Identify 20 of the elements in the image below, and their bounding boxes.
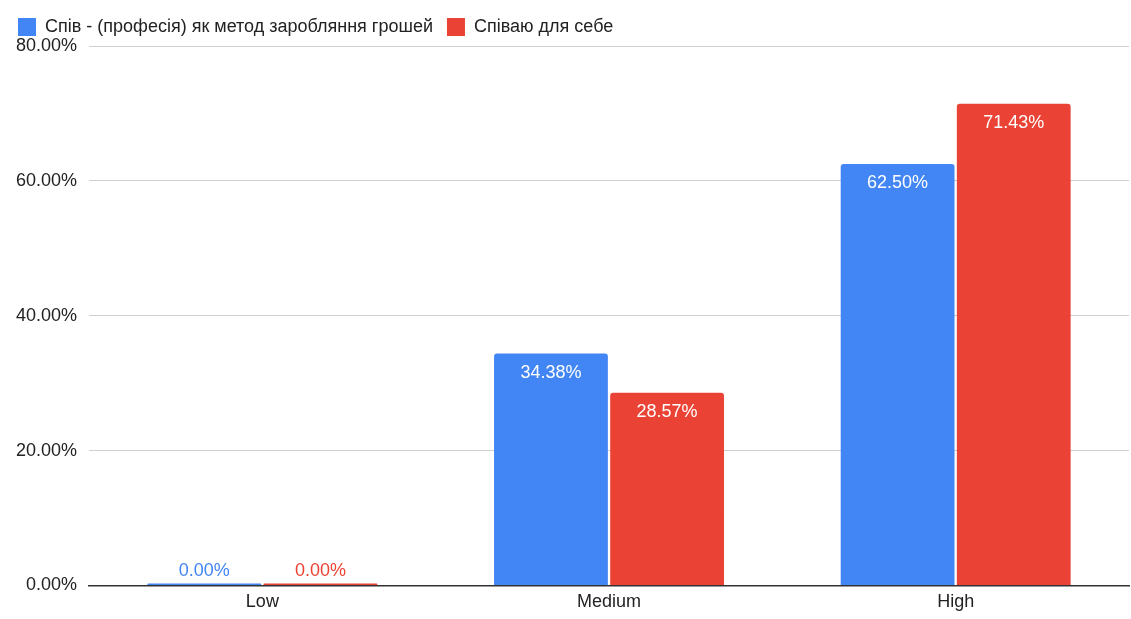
legend-label: Співаю для себе [473, 15, 614, 36]
bar [956, 103, 1071, 585]
data-label: 62.50% [867, 171, 929, 192]
legend-label: Спів - (професія) як метод заробляння грошей [45, 15, 433, 36]
bar [840, 163, 955, 585]
y-tick-label: 40.00% [15, 304, 78, 325]
y-tick-label: 60.00% [15, 169, 78, 190]
data-label: 71.43% [983, 111, 1045, 132]
y-tick-label: 20.00% [15, 439, 78, 460]
x-tick-label: High [937, 591, 975, 612]
x-tick-label: Medium [577, 591, 642, 612]
x-tick-label: Low [245, 591, 280, 612]
bar [494, 353, 608, 585]
data-label: 34.38% [520, 361, 582, 382]
data-label: 28.57% [636, 400, 698, 421]
y-tick-label: 80.00% [15, 34, 78, 55]
bar [610, 392, 724, 585]
data-label: 0.00% [294, 560, 346, 581]
y-tick-label: 0.00% [26, 574, 78, 595]
data-label: 0.00% [178, 560, 230, 581]
